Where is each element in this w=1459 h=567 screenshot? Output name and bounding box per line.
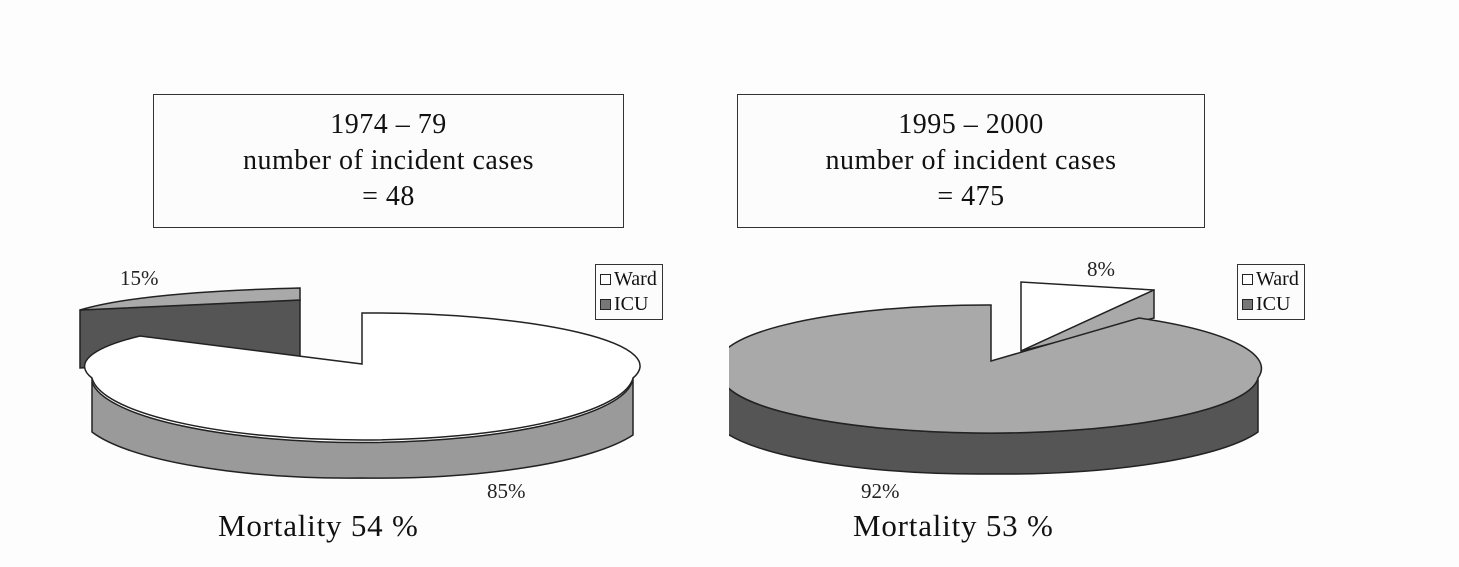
chart-panel-1995: 8% 92% 1995 – 2000 number of incident ca… [729,0,1458,567]
mortality-caption: Mortality 53 % [853,508,1054,543]
chart-legend: Ward ICU [595,264,663,320]
pie-label-ward: 8% [1087,257,1115,281]
chart-panel-1974: 15% 85% 1974 – 79 number of incident cas… [0,0,729,567]
legend-item-icu: ICU [600,292,657,317]
chart-title-period: 1995 – 2000 [898,109,1044,140]
chart-legend: Ward ICU [1237,264,1305,320]
chart-title-count: = 475 [937,181,1005,212]
legend-swatch-icu [600,299,611,310]
legend-swatch-ward [1242,274,1253,285]
chart-title-label: number of incident cases [825,145,1117,176]
chart-title-period: 1974 – 79 [330,109,447,140]
legend-label-ward: Ward [614,268,657,290]
chart-title-box: 1995 – 2000 number of incident cases = 4… [737,94,1205,228]
legend-swatch-icu [1242,299,1253,310]
chart-title-box: 1974 – 79 number of incident cases = 48 [153,94,624,228]
legend-label-ward: Ward [1256,268,1299,290]
pie-slice-icu [729,304,1263,475]
chart-title-label: number of incident cases [242,145,535,176]
pie-label-icu: 92% [861,479,900,503]
legend-label-icu: ICU [614,293,649,315]
mortality-caption: Mortality 54 % [218,508,419,543]
legend-item-icu: ICU [1242,292,1299,317]
legend-item-ward: Ward [600,267,657,292]
pie-slice-ward [83,312,641,479]
chart-title-count: = 48 [362,181,415,212]
pie-chart-1995: 8% 92% [729,257,1263,503]
pie-label-ward: 85% [487,479,526,503]
pie-label-icu: 15% [120,266,159,290]
legend-swatch-ward [600,274,611,285]
legend-item-ward: Ward [1242,267,1299,292]
pie-slice-ward [1020,281,1155,353]
legend-label-icu: ICU [1256,293,1291,315]
pie-chart-1974: 15% 85% [79,266,641,503]
